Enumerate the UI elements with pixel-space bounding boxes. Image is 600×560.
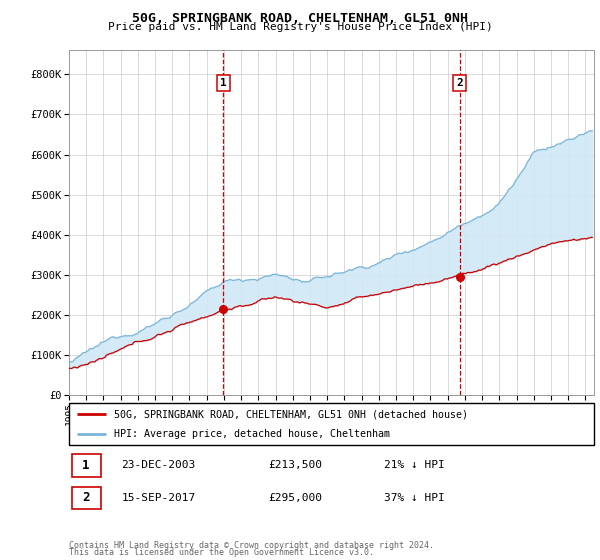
Text: 21% ↓ HPI: 21% ↓ HPI: [384, 460, 445, 470]
Text: 50G, SPRINGBANK ROAD, CHELTENHAM, GL51 0NH: 50G, SPRINGBANK ROAD, CHELTENHAM, GL51 0…: [132, 12, 468, 25]
Text: 1: 1: [82, 459, 90, 472]
Text: Contains HM Land Registry data © Crown copyright and database right 2024.: Contains HM Land Registry data © Crown c…: [69, 541, 434, 550]
Text: Price paid vs. HM Land Registry's House Price Index (HPI): Price paid vs. HM Land Registry's House …: [107, 22, 493, 32]
Text: 15-SEP-2017: 15-SEP-2017: [121, 493, 196, 503]
Text: 50G, SPRINGBANK ROAD, CHELTENHAM, GL51 0NH (detached house): 50G, SPRINGBANK ROAD, CHELTENHAM, GL51 0…: [113, 409, 467, 419]
Text: 2: 2: [82, 491, 90, 505]
Text: £295,000: £295,000: [269, 493, 323, 503]
FancyBboxPatch shape: [71, 487, 101, 509]
Text: This data is licensed under the Open Government Licence v3.0.: This data is licensed under the Open Gov…: [69, 548, 374, 557]
Text: 37% ↓ HPI: 37% ↓ HPI: [384, 493, 445, 503]
Text: 2: 2: [457, 78, 463, 88]
Text: 23-DEC-2003: 23-DEC-2003: [121, 460, 196, 470]
Text: HPI: Average price, detached house, Cheltenham: HPI: Average price, detached house, Chel…: [113, 430, 389, 439]
Text: 1: 1: [220, 78, 227, 88]
Text: £213,500: £213,500: [269, 460, 323, 470]
FancyBboxPatch shape: [71, 454, 101, 477]
